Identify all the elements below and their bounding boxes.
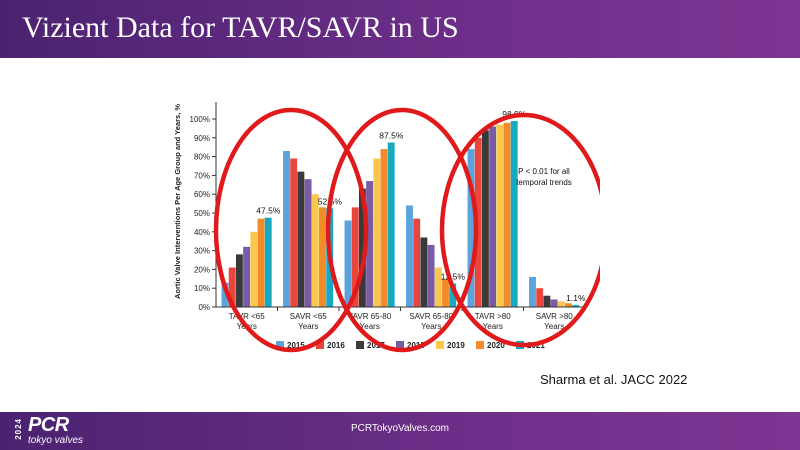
- y-tick-label: 30%: [194, 247, 210, 256]
- bar: [510, 121, 518, 308]
- bar: [434, 267, 442, 307]
- x-tick-label: Years: [298, 322, 318, 331]
- y-tick-label: 90%: [194, 134, 210, 143]
- y-tick-label: 70%: [194, 171, 210, 180]
- highlight-ellipse: [213, 107, 369, 353]
- bar: [442, 278, 449, 307]
- y-tick-label: 50%: [194, 209, 210, 218]
- y-tick-label: 100%: [190, 115, 210, 124]
- y-tick-label: 40%: [194, 228, 210, 237]
- bar: [572, 304, 580, 307]
- data-label: 87.5%: [379, 131, 404, 141]
- legend-label: 2016: [327, 341, 345, 350]
- slide-header: Vizient Data for TAVR/SAVR in US: [0, 0, 800, 58]
- bar: [489, 126, 497, 307]
- x-tick-label: SAVR 65-80: [409, 312, 453, 321]
- y-tick-label: 20%: [194, 265, 210, 274]
- bar-chart: 0% 10% 20% 30% 40% 50% 60% 70% 80% 90% 100% Aortic …: [173, 102, 609, 353]
- bar: [474, 137, 482, 307]
- bar: [550, 299, 558, 307]
- significance-note: temporal trends: [516, 178, 572, 187]
- bar: [297, 171, 305, 307]
- bar: [358, 188, 366, 307]
- bar: [413, 218, 421, 307]
- bar: [503, 122, 511, 307]
- significance-note: P < 0.01 for all: [518, 167, 570, 176]
- bar: [304, 179, 312, 307]
- highlight-ellipse: [439, 112, 609, 348]
- bar: [543, 295, 551, 307]
- slide-footer: 2024 PCR tokyo valves PCRTokyoValves.com: [0, 412, 800, 450]
- bar: [351, 207, 359, 307]
- bar: [380, 149, 388, 307]
- legend-swatch: [276, 341, 284, 349]
- citation: Sharma et al. JACC 2022: [540, 372, 688, 387]
- bar: [366, 181, 374, 307]
- bar: [406, 205, 413, 307]
- legend-swatch: [316, 341, 324, 349]
- bar: [449, 283, 457, 307]
- bar: [420, 237, 428, 307]
- bar: [319, 207, 326, 307]
- y-axis-label: Aortic Valve Interventions Per Age Group…: [173, 104, 182, 299]
- highlight-ellipse: [325, 107, 479, 353]
- x-tick-label: SAVR >80: [536, 312, 574, 321]
- logo-main: PCR: [28, 414, 69, 436]
- legend-swatch: [356, 341, 364, 349]
- bar: [344, 220, 352, 307]
- y-tick-label: 10%: [194, 284, 210, 293]
- x-tick-label: TAVR <65: [229, 312, 265, 321]
- pcr-logo: 2024 PCR tokyo valves: [14, 414, 124, 447]
- x-tick-label: TAVR 65-80: [348, 312, 391, 321]
- x-tick-label: TAVR >80: [475, 312, 511, 321]
- bar: [536, 288, 544, 307]
- bar: [311, 194, 319, 307]
- bar: [290, 158, 298, 307]
- data-label: 47.5%: [256, 206, 281, 216]
- bar: [264, 217, 272, 307]
- bar: [228, 267, 236, 307]
- bar: [221, 282, 229, 307]
- bar: [427, 244, 435, 307]
- bar: [481, 130, 489, 307]
- legend-swatch: [436, 341, 444, 349]
- bar: [243, 246, 251, 307]
- logo-sub: tokyo valves: [28, 435, 84, 446]
- bar: [387, 142, 395, 307]
- data-label: 12.5%: [441, 272, 466, 282]
- legend-label: 2015: [287, 341, 305, 350]
- y-tick-label: 60%: [194, 190, 210, 199]
- bar: [250, 231, 258, 307]
- bar: [373, 158, 381, 307]
- data-label: 1.1%: [566, 293, 586, 303]
- slide-title: Vizient Data for TAVR/SAVR in US: [22, 11, 459, 44]
- footer-url: PCRTokyoValves.com: [351, 423, 449, 434]
- bar: [557, 301, 565, 307]
- bar: [257, 218, 265, 307]
- bar: [496, 124, 504, 307]
- legend-swatch: [476, 341, 484, 349]
- legend-swatch: [396, 341, 404, 349]
- bar: [235, 254, 243, 307]
- x-tick-label: Years: [544, 322, 564, 331]
- y-tick-label: 80%: [194, 153, 210, 162]
- bar: [283, 150, 290, 307]
- chart-container: 0% 10% 20% 30% 40% 50% 60% 70% 80% 90% 100% Aortic …: [170, 88, 609, 378]
- legend-label: 2020: [487, 341, 505, 350]
- legend-label: 2017: [367, 341, 385, 350]
- x-tick-label: SAVR <65: [290, 312, 328, 321]
- bar: [565, 303, 572, 307]
- legend-label: 2019: [447, 341, 465, 350]
- x-tick-label: Years: [421, 322, 441, 331]
- bar: [467, 149, 475, 307]
- y-tick-label: 0%: [198, 303, 210, 312]
- x-tick-label: Years: [360, 322, 380, 331]
- bar: [529, 276, 536, 307]
- x-tick-label: Years: [483, 322, 503, 331]
